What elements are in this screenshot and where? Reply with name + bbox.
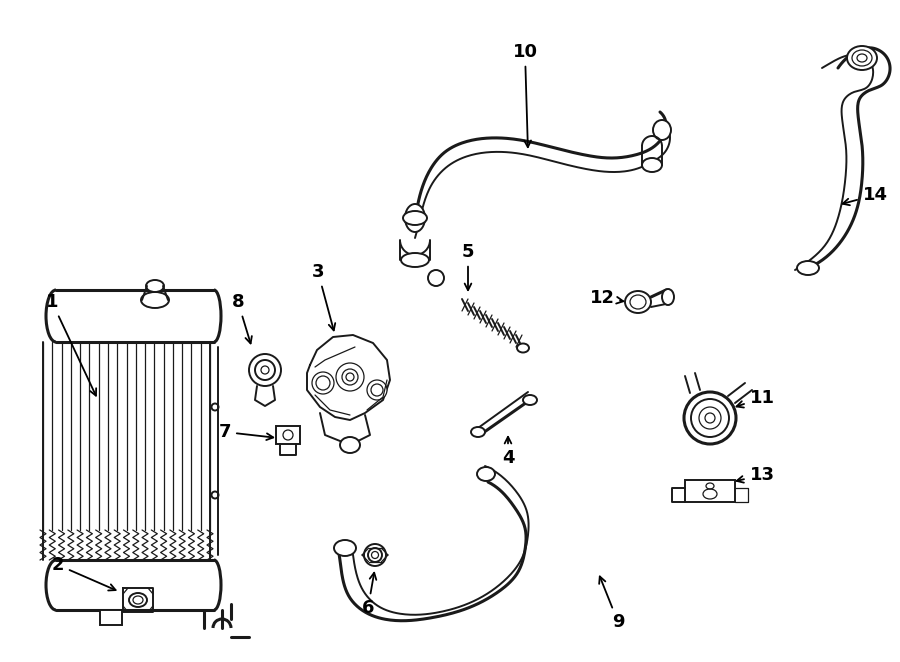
- Ellipse shape: [642, 158, 662, 172]
- Ellipse shape: [401, 253, 429, 267]
- Ellipse shape: [662, 289, 674, 305]
- Text: 14: 14: [842, 186, 887, 205]
- Ellipse shape: [428, 270, 444, 286]
- Bar: [685, 480, 735, 502]
- Ellipse shape: [403, 211, 427, 225]
- Text: 1: 1: [46, 293, 96, 396]
- Bar: [100, 610, 122, 625]
- Ellipse shape: [141, 292, 169, 308]
- Text: 12: 12: [590, 289, 624, 307]
- Text: 9: 9: [599, 577, 625, 631]
- Ellipse shape: [312, 372, 334, 394]
- Text: 8: 8: [231, 293, 252, 344]
- Ellipse shape: [625, 291, 651, 313]
- Text: 5: 5: [462, 243, 474, 290]
- Ellipse shape: [517, 344, 529, 352]
- Ellipse shape: [367, 380, 387, 400]
- Ellipse shape: [334, 540, 356, 556]
- Text: 4: 4: [502, 437, 514, 467]
- Ellipse shape: [653, 120, 671, 140]
- Ellipse shape: [146, 280, 164, 292]
- Ellipse shape: [364, 544, 386, 566]
- Text: 13: 13: [737, 466, 775, 484]
- Text: 10: 10: [512, 43, 537, 147]
- Bar: [276, 426, 300, 444]
- Text: 11: 11: [736, 389, 775, 408]
- Ellipse shape: [797, 261, 819, 275]
- Text: 6: 6: [362, 573, 376, 617]
- Ellipse shape: [477, 467, 495, 481]
- Text: 2: 2: [52, 556, 115, 591]
- Ellipse shape: [405, 204, 425, 232]
- Ellipse shape: [471, 427, 485, 437]
- Ellipse shape: [340, 437, 360, 453]
- Ellipse shape: [249, 354, 281, 386]
- Ellipse shape: [684, 392, 736, 444]
- Ellipse shape: [523, 395, 537, 405]
- Ellipse shape: [847, 46, 877, 70]
- Text: 3: 3: [311, 263, 335, 330]
- Text: 7: 7: [219, 423, 274, 441]
